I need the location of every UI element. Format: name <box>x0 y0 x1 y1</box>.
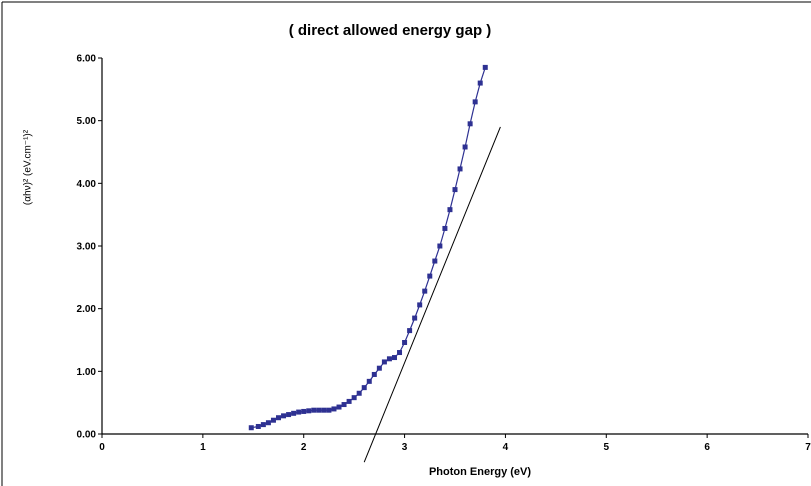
x-tick-label: 4 <box>503 442 509 453</box>
data-point <box>306 408 312 414</box>
x-tick-label: 6 <box>704 442 710 453</box>
y-tick-label: 0.00 <box>77 430 97 441</box>
data-point <box>442 225 448 231</box>
x-tick-label: 1 <box>200 442 206 453</box>
data-point <box>452 187 458 193</box>
data-point <box>381 359 387 365</box>
data-point <box>447 207 453 213</box>
y-tick-label: 1.00 <box>77 367 97 378</box>
fit-line <box>363 126 501 463</box>
data-point <box>361 385 367 391</box>
data-point <box>270 417 276 423</box>
data-point <box>457 166 463 172</box>
data-point <box>391 355 397 361</box>
data-point <box>255 423 261 429</box>
data-point <box>291 410 297 416</box>
data-point <box>427 273 433 279</box>
data-point <box>412 315 418 321</box>
data-point <box>265 420 271 426</box>
data-point <box>281 413 287 419</box>
x-tick-label: 0 <box>99 442 105 453</box>
data-point <box>331 406 337 412</box>
data-series-line <box>251 67 486 429</box>
data-point <box>321 407 327 413</box>
y-tick-label: 2.00 <box>77 304 97 315</box>
data-point <box>472 99 478 105</box>
data-point <box>371 371 377 377</box>
data-point <box>260 422 266 428</box>
data-point <box>467 121 473 127</box>
data-point <box>336 404 342 410</box>
data-point <box>301 408 307 414</box>
data-point <box>276 415 281 421</box>
x-tick-label: 3 <box>402 442 408 453</box>
data-point <box>462 144 468 150</box>
data-point <box>286 412 292 418</box>
data-point <box>477 80 483 86</box>
y-tick-label: 5.00 <box>77 116 97 127</box>
data-point <box>311 407 317 413</box>
data-point <box>402 340 408 346</box>
y-tick-label: 3.00 <box>77 242 97 253</box>
data-point <box>386 356 392 362</box>
x-tick-label: 7 <box>805 442 811 453</box>
data-point <box>346 398 352 404</box>
y-axis-label: (αhν)² (eV.cm⁻¹)² <box>22 129 34 206</box>
x-tick-label: 5 <box>604 442 610 453</box>
data-point <box>407 328 413 334</box>
data-point <box>326 407 332 413</box>
data-point <box>296 409 302 415</box>
data-point <box>376 365 382 371</box>
data-point <box>356 390 362 396</box>
data-point <box>248 425 254 431</box>
x-axis-label: Photon Energy (eV) <box>428 466 532 478</box>
data-point <box>341 402 347 408</box>
x-tick-label: 2 <box>301 442 307 453</box>
data-point <box>432 258 438 264</box>
data-point <box>397 350 403 356</box>
data-point <box>417 302 423 308</box>
data-point <box>351 395 357 401</box>
chart-title: ( direct allowed energy gap ) <box>288 22 492 39</box>
data-point <box>482 64 488 70</box>
y-tick-label: 4.00 <box>77 179 97 190</box>
y-tick-label: 6.00 <box>77 54 97 65</box>
data-point <box>437 243 443 249</box>
data-point <box>422 288 428 294</box>
data-point <box>366 378 372 384</box>
data-point <box>316 407 322 413</box>
